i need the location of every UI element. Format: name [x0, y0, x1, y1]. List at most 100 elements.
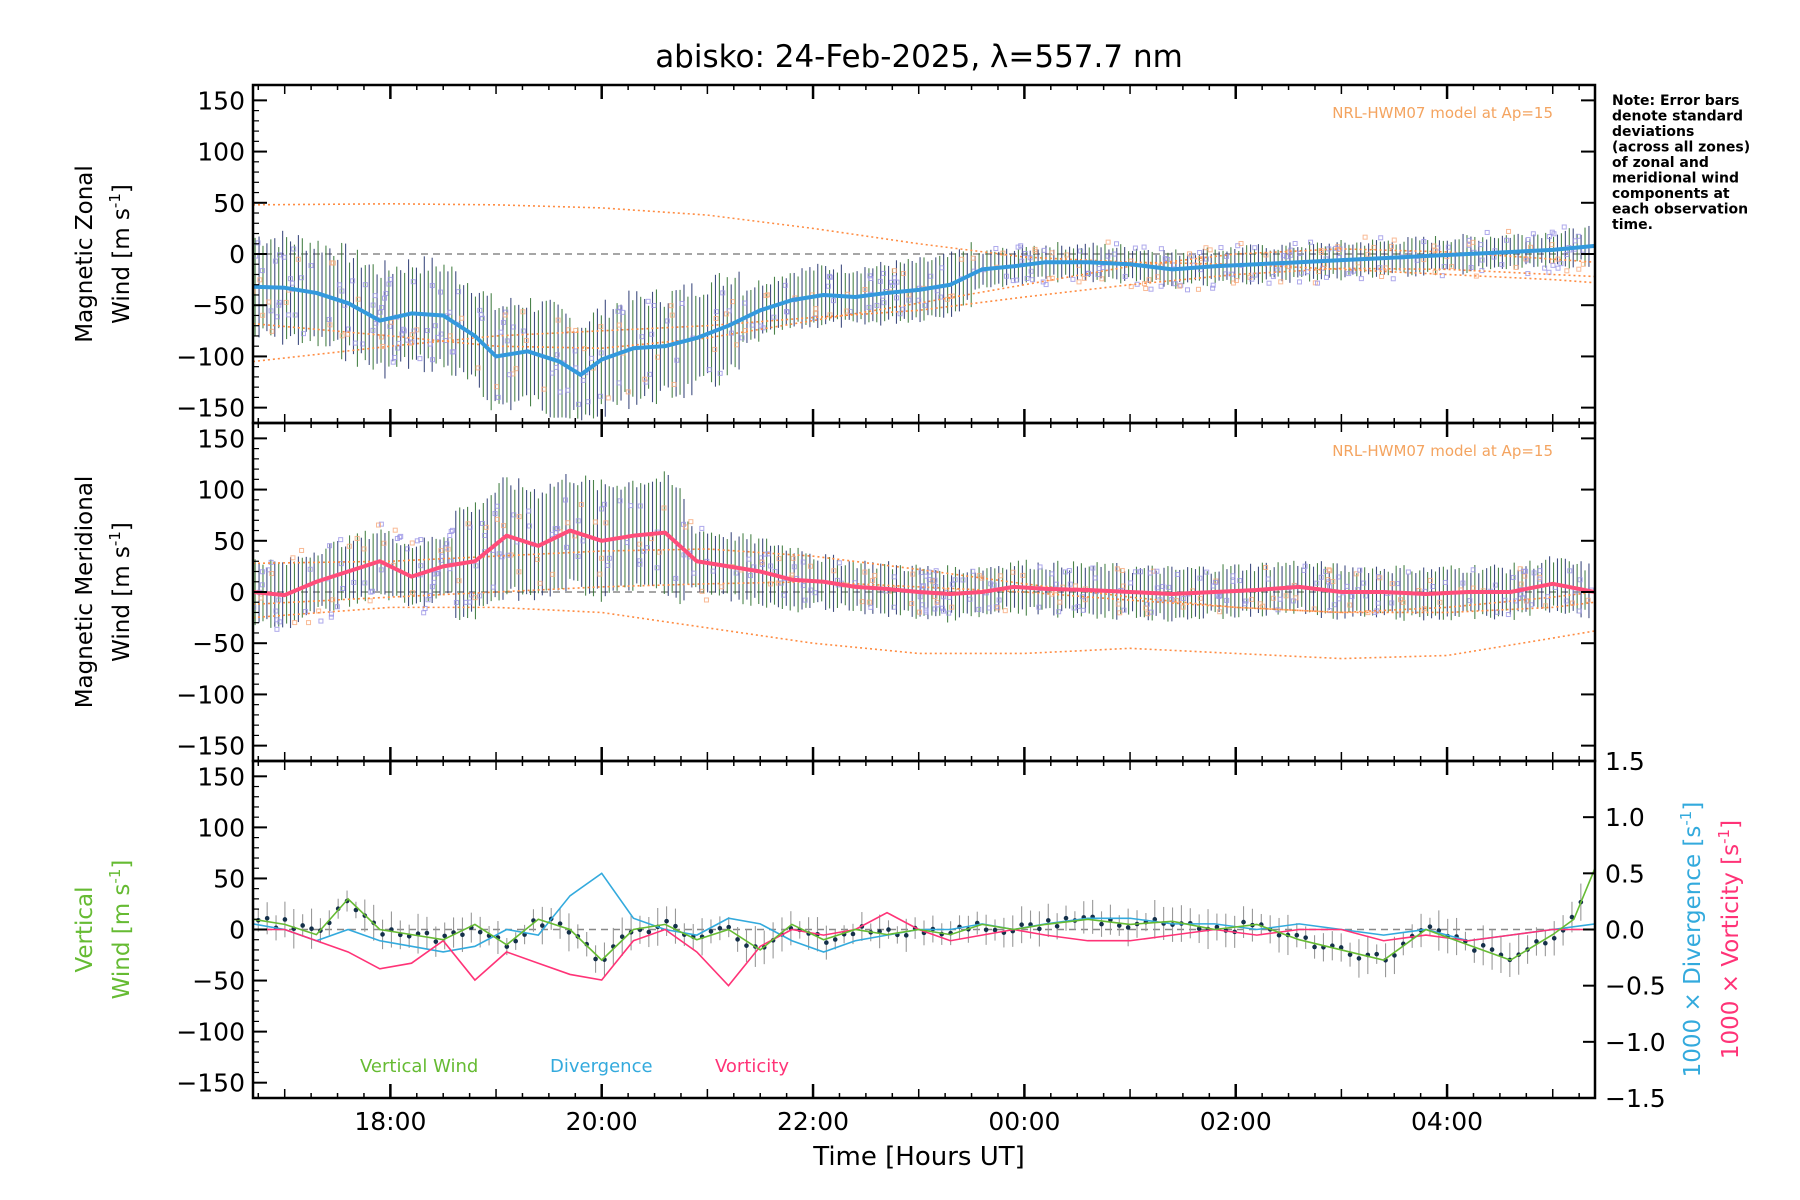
- scatter-point: [397, 534, 403, 540]
- scatter-point: [1585, 597, 1591, 603]
- scatter-point: [620, 309, 626, 315]
- vertical-point: [1019, 922, 1024, 928]
- scatter-point: [400, 326, 406, 332]
- scatter-point: [800, 583, 806, 589]
- scatter-point: [1561, 224, 1567, 230]
- scatter-point: [866, 304, 872, 310]
- scatter-point: [1003, 273, 1009, 279]
- scatter-point: [1147, 570, 1153, 576]
- scatter-point: [1210, 282, 1216, 288]
- scatter-point: [498, 329, 504, 335]
- scatter-point: [1536, 576, 1542, 582]
- y-tick-label: −50: [192, 291, 245, 320]
- model-curve: [253, 548, 1595, 614]
- scatter-point: [598, 350, 604, 356]
- scatter-point: [1076, 279, 1082, 285]
- scatter-point: [644, 545, 650, 551]
- scatter-point: [1528, 602, 1534, 608]
- scatter-point: [605, 562, 611, 568]
- scatter-point: [599, 506, 605, 512]
- scatter-point: [1549, 242, 1555, 248]
- scatter-point: [1249, 276, 1255, 282]
- vertical-point: [1347, 952, 1353, 957]
- vertical-point: [1569, 914, 1575, 920]
- scatter-point: [1377, 265, 1383, 271]
- scatter-point: [274, 314, 280, 320]
- scatter-point: [1283, 593, 1289, 599]
- scatter-point: [1421, 606, 1427, 612]
- vertical-point: [513, 938, 518, 944]
- y-tick-label: −150: [176, 1069, 245, 1098]
- vertical-point: [1374, 951, 1379, 957]
- scatter-point: [1311, 606, 1317, 612]
- scatter-point: [1197, 250, 1203, 256]
- scatter-point: [1377, 575, 1383, 581]
- scatter-point: [537, 580, 543, 586]
- scatter-point: [329, 260, 335, 266]
- vertical-point: [646, 929, 652, 935]
- vertical-point: [1480, 943, 1486, 948]
- scatter-point: [970, 255, 976, 261]
- scatter-point: [334, 604, 340, 610]
- scatter-point: [1445, 244, 1451, 250]
- scatter-point: [1046, 276, 1052, 282]
- scatter-point: [527, 523, 533, 529]
- scatter-point: [346, 543, 352, 549]
- vertical-point: [593, 956, 598, 962]
- note-line: time.: [1612, 217, 1653, 233]
- scatter-point: [597, 571, 603, 577]
- scatter-point: [906, 297, 912, 303]
- scatter-point: [1185, 287, 1191, 293]
- scatter-point: [468, 592, 474, 598]
- scatter-point: [859, 599, 865, 605]
- scatter-point: [1141, 244, 1147, 250]
- scatter-point: [1555, 265, 1561, 271]
- scatter-point: [1375, 600, 1381, 606]
- scatter-point: [624, 540, 630, 546]
- scatter-point: [1378, 235, 1384, 241]
- scatter-point: [516, 569, 522, 575]
- scatter-point: [1154, 568, 1160, 574]
- scatter-point: [1576, 266, 1582, 272]
- scatter-point: [654, 565, 660, 571]
- scatter-point: [1242, 601, 1248, 607]
- scatter-point: [812, 315, 818, 321]
- scatter-point: [1072, 583, 1078, 589]
- scatter-point: [781, 592, 787, 598]
- scatter-point: [937, 294, 943, 300]
- scatter-point: [553, 529, 559, 535]
- vertical-point: [903, 933, 909, 938]
- scatter-point: [808, 587, 814, 593]
- scatter-point: [739, 335, 745, 341]
- scatter-point: [1470, 567, 1476, 573]
- scatter-point: [445, 546, 451, 552]
- note-line: Note: Error bars: [1612, 93, 1739, 109]
- scatter-point: [941, 608, 947, 614]
- scatter-point: [782, 282, 788, 288]
- scatter-point: [383, 290, 389, 296]
- scatter-point: [1195, 286, 1201, 292]
- scatter-point: [1326, 567, 1332, 573]
- scatter-point: [526, 508, 532, 514]
- y-tick-label: −50: [192, 629, 245, 658]
- scatter-point: [1079, 594, 1085, 600]
- scatter-point: [923, 607, 929, 613]
- model-curve: [253, 606, 1595, 660]
- scatter-point: [1180, 604, 1186, 610]
- scatter-point: [1564, 268, 1570, 274]
- scatter-point: [765, 551, 771, 557]
- scatter-point: [1238, 241, 1244, 247]
- y-axis-label-line2: Wind [m s-1]: [106, 522, 135, 662]
- scatter-point: [511, 324, 517, 330]
- scatter-point: [392, 354, 398, 360]
- scatter-point: [1049, 250, 1055, 256]
- y-axis-label-line2: Wind [m s-1]: [106, 860, 135, 1000]
- scatter-point: [1243, 598, 1249, 604]
- note-line: meridional wind: [1612, 171, 1739, 187]
- scatter-point: [776, 556, 782, 562]
- scatter-point: [1197, 256, 1203, 262]
- scatter-point: [453, 599, 459, 605]
- scatter-point: [472, 595, 478, 601]
- scatter-point: [1323, 274, 1329, 280]
- scatter-point: [699, 588, 705, 594]
